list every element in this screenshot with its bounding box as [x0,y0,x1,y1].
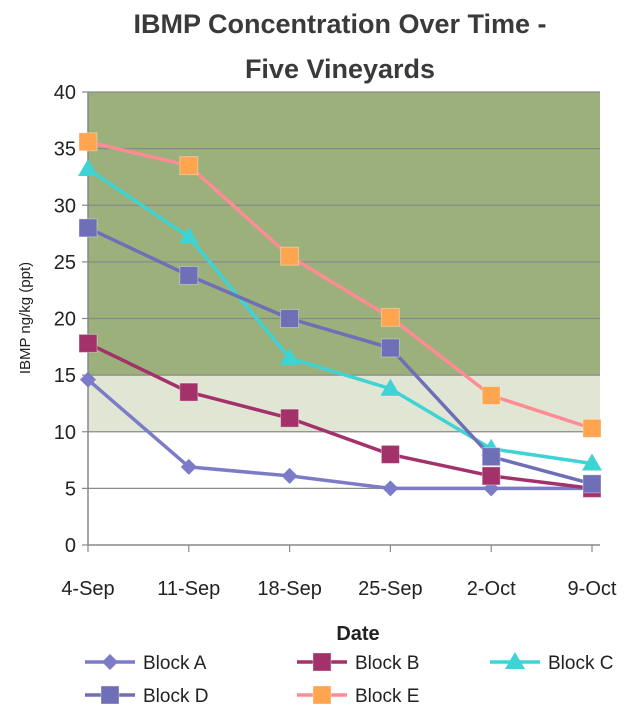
y-tick-label-3: 15 [54,365,76,387]
y-axis-title: IBMP ng/kg (ppt) [17,262,34,374]
legend-label-block-d: Block D [143,686,208,706]
legend-label-block-c: Block C [548,653,613,674]
point-block-e-4 [481,386,501,406]
legend-marker-block-b [312,652,332,672]
chart-title-line-1: IBMP Concentration Over Time - [133,9,546,39]
point-block-b-0 [78,333,98,353]
series-block-e [78,132,602,438]
point-block-c-3 [380,378,401,396]
band-0 [88,92,600,376]
y-tick-label-4: 20 [54,309,76,331]
point-block-a-2 [281,467,298,484]
x-tick-label-0: 4-Sep [61,578,114,600]
point-block-e-0 [78,132,98,152]
y-tick-label-0: 0 [65,535,76,557]
point-block-d-4 [481,447,501,467]
point-block-b-1 [179,382,199,402]
series-line-block-c [87,167,593,466]
point-block-a-3 [382,480,399,497]
legend-item-block-d: Block D [85,685,208,707]
series-line-block-a [86,378,592,491]
point-block-c-5 [582,453,602,471]
legend: Block A Block B Block C Block D Block E [85,652,613,707]
y-tick-label-6: 30 [54,195,76,217]
point-block-d-5 [582,474,602,494]
x-tick-label-5: 9-Oct [568,578,617,600]
legend-marker-block-c [505,652,525,669]
legend-item-block-b: Block B [297,652,419,674]
point-block-b-4 [481,466,501,486]
y-tick-label-8: 40 [54,82,76,104]
band-1 [88,375,600,432]
point-block-e-5 [582,418,602,438]
point-block-c-1 [178,226,199,244]
legend-item-block-e: Block E [297,685,419,707]
y-tick-label-7: 35 [54,139,76,161]
point-block-e-1 [179,156,199,176]
chart-title-line-2: Five Vineyards [245,54,435,84]
point-block-d-1 [179,265,199,285]
point-block-b-3 [380,444,400,464]
x-tick-label-3: 25-Sep [358,578,423,600]
series-line-block-e [87,140,593,431]
legend-label-block-b: Block B [355,653,419,674]
series-line-block-b [87,341,593,491]
y-tick-label-2: 10 [54,422,76,444]
point-block-a-0 [80,371,96,388]
y-tick-label-5: 25 [54,252,76,274]
point-block-e-2 [280,246,300,266]
point-block-d-0 [78,218,98,238]
legend-item-block-a: Block A [85,653,207,674]
point-block-a-1 [180,458,197,475]
x-axis-ticks: 4-Sep 11-Sep 18-Sep 25-Sep 2-Oct 9-Oct [61,545,617,600]
series-layer [78,132,602,498]
legend-item-block-c: Block C [490,652,613,674]
x-tick-label-4: 2-Oct [467,578,516,600]
point-block-c-2 [279,348,300,366]
legend-marker-block-d [100,685,120,705]
series-block-c [78,159,602,471]
y-axis-ticks: 0 5 10 15 20 25 30 35 40 [54,82,88,557]
point-block-d-2 [280,309,300,328]
point-block-e-3 [380,307,400,327]
x-tick-label-1: 11-Sep [157,578,220,600]
point-block-c-0 [78,159,98,177]
y-tick-label-1: 5 [65,478,76,500]
legend-marker-block-e [312,685,332,705]
point-block-d-3 [380,338,400,358]
legend-label-block-e: Block E [355,686,419,706]
series-block-d [78,218,602,494]
x-axis-title: Date [336,623,379,645]
point-block-b-2 [280,408,300,428]
series-line-block-d [87,226,593,486]
legend-marker-block-a [102,654,118,670]
x-tick-label-2: 18-Sep [257,578,322,600]
legend-label-block-a: Block A [143,653,207,674]
